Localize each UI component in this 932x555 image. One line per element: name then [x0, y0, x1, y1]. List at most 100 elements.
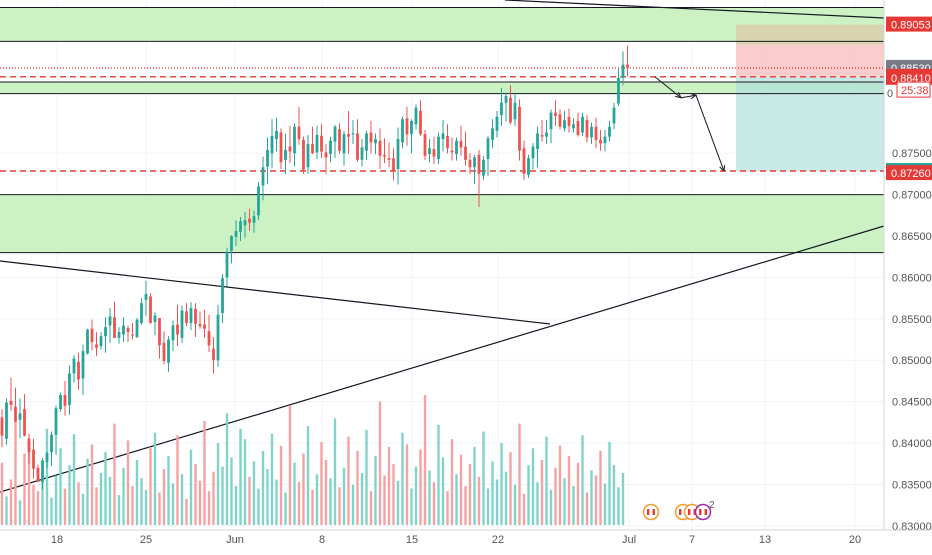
candle-body	[572, 124, 575, 129]
volume-bar	[531, 448, 535, 525]
candle-body	[284, 149, 287, 160]
candle-body	[279, 132, 283, 163]
volume-bar	[36, 491, 40, 525]
candle-body	[68, 373, 71, 405]
volume-bar	[50, 497, 53, 525]
volume-bar	[176, 435, 179, 525]
volume-bar	[360, 473, 364, 525]
volume-bar	[257, 488, 260, 525]
candle-body	[108, 316, 112, 326]
volume-bar	[9, 479, 13, 525]
volume-bar	[230, 457, 233, 525]
volume-bar	[275, 479, 278, 525]
candle-body	[9, 400, 13, 405]
candle-body	[446, 135, 449, 149]
volume-bar	[297, 482, 301, 525]
volume-bar	[536, 482, 539, 525]
upper-trendline[interactable]	[504, 0, 885, 19]
candle-body	[95, 344, 98, 348]
volume-bar	[180, 474, 184, 525]
volume-bar	[122, 467, 125, 525]
time-tick-label: 20	[849, 534, 861, 546]
price-tick-label: 0.87500	[892, 148, 932, 160]
volume-bar	[486, 488, 490, 525]
candle-body	[594, 126, 598, 140]
projection-segment	[695, 95, 725, 172]
volume-bar	[567, 456, 571, 525]
descending-trendline[interactable]	[0, 260, 551, 325]
volume-bar	[32, 484, 35, 525]
candle-body	[185, 311, 188, 323]
volume-bar	[203, 421, 206, 525]
candle-body	[63, 395, 67, 406]
time-tick-label: 25	[140, 534, 152, 546]
candle-body	[203, 324, 206, 329]
price-tick-label: 0.83500	[892, 479, 932, 491]
volume-bar	[185, 499, 188, 525]
price-tick-label-partial: 0	[887, 88, 893, 100]
candle-body	[243, 220, 247, 226]
price-tag-label: 0.87260	[891, 168, 931, 180]
candle-body	[230, 236, 233, 251]
candle-body	[333, 126, 337, 142]
volume-bar	[284, 492, 287, 525]
candle-body	[428, 148, 431, 155]
candle-body	[198, 323, 202, 327]
candle-body	[248, 218, 251, 223]
volume-bar	[540, 460, 544, 525]
volume-bar	[374, 456, 377, 525]
time-tick-label: 22	[492, 534, 504, 546]
volume-bar	[500, 443, 503, 525]
volume-bar	[153, 432, 157, 525]
volume-bar	[473, 447, 476, 525]
candle-body	[59, 395, 62, 410]
volume-bar	[617, 487, 620, 525]
take-profit-area	[736, 76, 884, 172]
candle-body	[122, 325, 125, 335]
candle-body	[315, 134, 319, 153]
candle-body	[171, 325, 175, 341]
candle-body	[450, 150, 454, 153]
candle-body	[266, 149, 269, 167]
volume-bar	[140, 478, 143, 525]
candle-body	[18, 413, 22, 420]
candle-body	[153, 315, 157, 323]
candle-body	[324, 152, 328, 158]
volume-bar	[459, 454, 463, 525]
demand-supply-zone	[0, 81, 884, 94]
volume-bar	[194, 463, 197, 525]
price-tick-label: 0.84000	[892, 438, 932, 450]
candle-body	[239, 221, 242, 232]
volume-bar	[576, 462, 580, 525]
volume-bar	[342, 467, 346, 525]
volume-bar	[239, 428, 242, 525]
volume-bar	[401, 432, 404, 525]
candle-body	[212, 348, 215, 361]
volume-bar	[135, 460, 139, 525]
price-tick-label: 0.86500	[892, 231, 932, 243]
volume-bar	[482, 431, 485, 525]
candle-body	[549, 112, 553, 130]
volume-bar	[599, 450, 602, 525]
price-tick-label: 0.85000	[892, 355, 932, 367]
candle-body	[558, 114, 562, 127]
candle-body	[189, 308, 193, 323]
candle-body	[167, 339, 170, 363]
candle-body	[414, 107, 418, 125]
candle-body	[270, 135, 274, 154]
time-tick-label: Jul	[622, 534, 636, 546]
volume-bar	[113, 423, 116, 525]
candle-body	[320, 135, 323, 152]
volume-bar	[189, 449, 193, 525]
candle-body	[347, 134, 350, 137]
volume-bar	[621, 473, 625, 525]
candle-body	[162, 342, 166, 362]
candle-body	[126, 327, 130, 333]
volume-bar	[392, 463, 395, 525]
candle-body	[482, 159, 485, 176]
ascending-trendline[interactable]	[0, 225, 885, 493]
candle-body	[459, 140, 463, 148]
canada-flag-icon-center	[649, 509, 653, 515]
projection-arrowhead	[719, 164, 726, 173]
